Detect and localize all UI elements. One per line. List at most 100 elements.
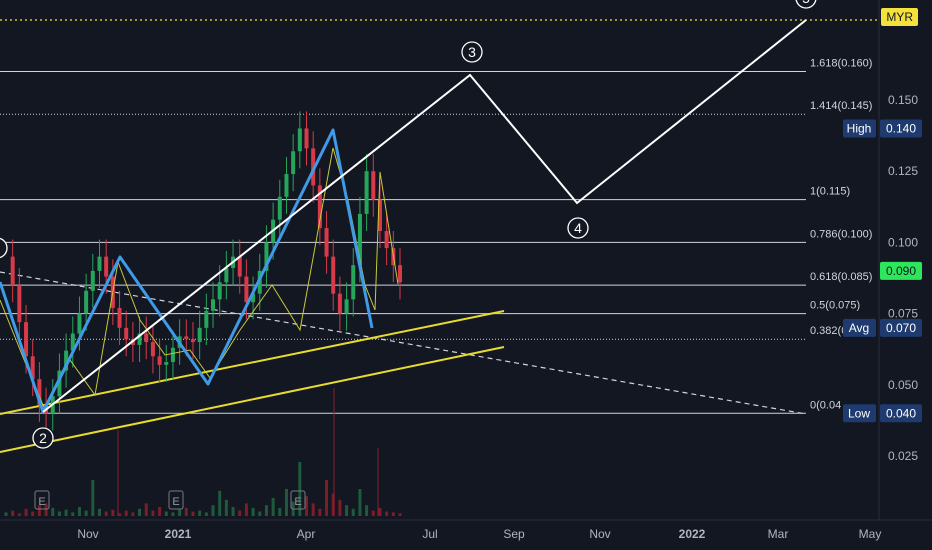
blue-zigzag: [0, 128, 374, 414]
volume-bar: [4, 512, 8, 516]
volume-bar: [124, 510, 128, 516]
price-badge-value: 0.040: [886, 406, 916, 420]
candle-body: [157, 356, 162, 365]
candle-body: [24, 322, 29, 357]
volume-bar: [278, 507, 282, 516]
earnings-marker-label: E: [294, 496, 301, 508]
volume-bar: [284, 489, 288, 516]
candle-body: [144, 333, 149, 343]
y-tick-label: 0.150: [888, 93, 918, 107]
volume-bar: [331, 493, 335, 516]
wave-label-circle: [461, 41, 483, 63]
price-badge-bg: [880, 318, 922, 337]
volume-bar: [91, 480, 95, 516]
volume-bar: [351, 508, 355, 516]
candle-body: [351, 265, 356, 300]
volume-bar: [391, 512, 395, 516]
candle-body: [357, 213, 362, 266]
price-badge-value: 0.070: [886, 321, 916, 335]
x-tick-label: Mar: [768, 527, 789, 541]
earnings-marker: [290, 490, 306, 510]
candle-body: [291, 151, 296, 175]
y-tick-label: 0.025: [888, 449, 918, 463]
volume-bar: [77, 507, 81, 516]
earnings-marker: [34, 490, 50, 510]
volume-bar: [24, 508, 28, 516]
volume-bar: [338, 499, 342, 516]
candle-body: [137, 333, 142, 345]
candle-body: [84, 290, 89, 314]
x-tick-label: May: [859, 527, 882, 541]
fib-label: 0.382(0.: [810, 325, 850, 337]
volume-bar: [358, 489, 362, 516]
candle-body: [97, 256, 102, 271]
candle-body: [317, 185, 322, 229]
candle-body: [324, 228, 329, 257]
volume-bar: [398, 513, 402, 516]
price-badge-value: 0.090: [886, 264, 916, 278]
volume-bar: [371, 510, 375, 516]
candle-body: [337, 293, 342, 314]
earnings-marker: [168, 490, 184, 510]
price-badge-label-bg: [843, 318, 876, 337]
x-tick-label: Nov: [589, 527, 610, 541]
volume-bar: [118, 513, 122, 516]
price-badge-label: Avg: [849, 321, 869, 335]
x-tick-label: 2022: [679, 527, 706, 541]
x-tick-label: Nov: [77, 527, 98, 541]
candle-body: [37, 379, 42, 405]
fib-label: 0.786(0.100): [810, 228, 872, 240]
candle-body: [77, 313, 82, 334]
volume-bar: [224, 499, 228, 516]
volume-bar: [44, 503, 48, 516]
y-tick-label: 0.125: [888, 164, 918, 178]
candle-body: [211, 299, 216, 311]
candle-body: [30, 356, 35, 380]
volume-bar: [365, 505, 369, 516]
channel-upper: [0, 310, 505, 415]
price-badge-label-bg: [843, 404, 876, 423]
volume-bar: [264, 505, 268, 516]
candle-body: [344, 299, 349, 314]
volume-bar: [204, 512, 208, 516]
volume-bar: [84, 510, 88, 516]
candle-body: [57, 370, 62, 397]
volume-bar: [244, 503, 248, 516]
volume-bar: [31, 511, 35, 516]
volume-bar: [258, 511, 262, 516]
price-badge-label-bg: [843, 119, 876, 138]
fib-label: 1.618(0.160): [810, 58, 872, 70]
volume-bar: [345, 505, 349, 516]
volume-bar: [198, 510, 202, 516]
fib-label: 0(0.04: [810, 399, 841, 411]
candle-body: [104, 256, 109, 277]
dashed-trendline: [0, 271, 807, 415]
volume-bar: [184, 507, 188, 516]
volume-bar: [311, 503, 315, 516]
candle-body: [284, 174, 289, 197]
wave-label: 2: [39, 430, 47, 446]
volume-bar: [251, 507, 255, 516]
volume-bar: [271, 498, 275, 516]
candle-body: [170, 347, 175, 363]
volume-bar: [171, 512, 175, 516]
volume-bar: [231, 507, 235, 516]
candle-body: [251, 293, 256, 303]
volume-bar: [144, 503, 148, 516]
candle-body: [331, 256, 336, 294]
candle-body: [197, 327, 202, 343]
fib-label: 0.618(0.085): [810, 271, 872, 283]
volume-bar: [138, 508, 142, 516]
wave-label: 3: [468, 44, 476, 60]
volume-bar: [71, 512, 75, 516]
currency-badge[interactable]: MYR: [881, 8, 918, 26]
volume-bar: [305, 496, 309, 516]
volume-bar: [111, 509, 115, 516]
candle-body: [304, 128, 309, 149]
candle-body: [297, 128, 302, 152]
candle-body: [64, 350, 69, 371]
volume-bar: [64, 509, 68, 516]
price-badge-bg: [880, 404, 922, 423]
wave-label-circle: [32, 427, 54, 449]
